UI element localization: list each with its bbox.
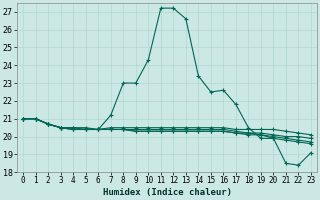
- X-axis label: Humidex (Indice chaleur): Humidex (Indice chaleur): [103, 188, 232, 197]
